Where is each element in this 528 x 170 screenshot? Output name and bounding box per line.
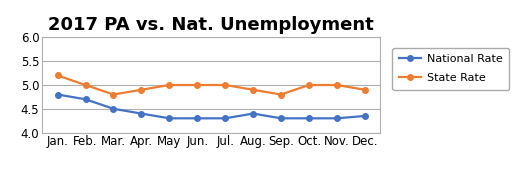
Legend: National Rate, State Rate: National Rate, State Rate <box>392 48 510 90</box>
State Rate <box>138 89 145 91</box>
State Rate <box>110 94 117 96</box>
National Rate <box>54 94 61 96</box>
State Rate <box>306 84 312 86</box>
National Rate <box>82 98 89 100</box>
National Rate <box>194 117 201 119</box>
National Rate <box>138 113 145 115</box>
State Rate <box>362 89 368 91</box>
State Rate <box>250 89 256 91</box>
State Rate <box>334 84 340 86</box>
National Rate <box>362 115 368 117</box>
National Rate <box>334 117 340 119</box>
State Rate <box>166 84 173 86</box>
State Rate <box>54 74 61 76</box>
State Rate <box>194 84 201 86</box>
Line: State Rate: State Rate <box>55 73 367 97</box>
State Rate <box>82 84 89 86</box>
National Rate <box>110 108 117 110</box>
National Rate <box>166 117 173 119</box>
National Rate <box>278 117 284 119</box>
Title: 2017 PA vs. Nat. Unemployment: 2017 PA vs. Nat. Unemployment <box>49 16 374 35</box>
National Rate <box>250 113 256 115</box>
Line: National Rate: National Rate <box>55 92 367 121</box>
State Rate <box>222 84 228 86</box>
State Rate <box>278 94 284 96</box>
National Rate <box>306 117 312 119</box>
National Rate <box>222 117 228 119</box>
